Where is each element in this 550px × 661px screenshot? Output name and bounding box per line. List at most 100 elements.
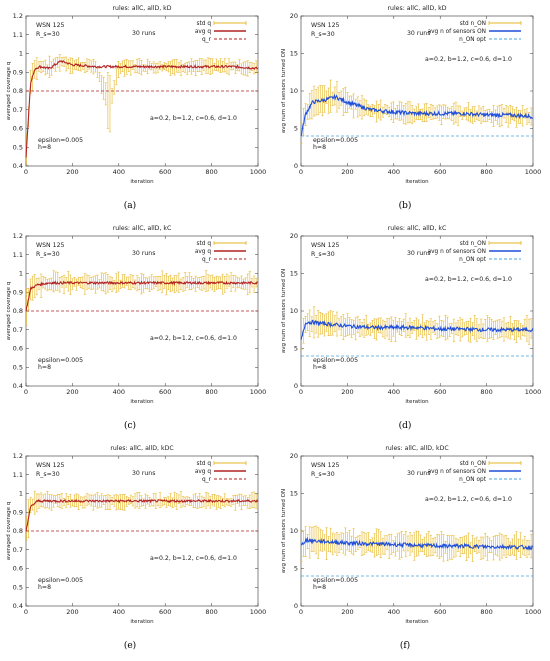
annotation-params: a=0.2, b=1.2, c=0.6, d=1.0: [425, 56, 512, 63]
panel-caption: (a): [124, 200, 136, 211]
legend-label: std n_ON: [460, 21, 486, 27]
legend: std q avg q q_r: [195, 241, 247, 263]
series-std-errorbars: [300, 79, 533, 144]
y-tick-label: 1: [19, 270, 23, 278]
legend-label: std q: [197, 461, 212, 467]
annotation-wsn: WSN 125: [311, 462, 340, 469]
y-tick-label: 0.9: [13, 288, 23, 296]
y-axis-label: avg num of sensors turned ON: [281, 489, 287, 573]
annotation-params: a=0.2, b=1.2, c=0.6, d=1.0: [150, 335, 237, 342]
y-tick-label: 0.8: [13, 527, 23, 535]
plot-frame: [300, 235, 534, 387]
x-tick-label: 400: [113, 608, 125, 616]
x-tick-label: 800: [205, 388, 217, 396]
x-tick-label: 200: [341, 608, 353, 616]
y-axis-label: avg num of sensors turned ON: [281, 269, 287, 353]
y-tick-label: 1.2: [13, 12, 23, 20]
annotation-h: h=8: [38, 144, 51, 151]
annotation-rs: R_s=30: [311, 471, 335, 478]
x-tick-label: 0: [299, 168, 303, 176]
series-std-errorbars: [300, 525, 533, 562]
y-tick-label: 0.9: [13, 508, 23, 516]
series-avg-line: [25, 498, 259, 532]
x-axis-label: iteration: [130, 179, 154, 185]
annotation-wsn: WSN 125: [311, 22, 340, 29]
annotation-params: a=0.2, b=1.2, c=0.6, d=1.0: [425, 276, 512, 283]
annotation-epsilon: epsilon=0.005: [313, 137, 358, 144]
annotation-runs: 30 runs: [407, 250, 430, 257]
x-tick-label: 200: [66, 388, 78, 396]
annotation-runs: 30 runs: [132, 30, 155, 37]
y-tick-label: 0.6: [13, 125, 23, 133]
legend-label: std n_ON: [460, 461, 486, 467]
y-tick-label: 20: [290, 452, 298, 460]
y-tick-label: 10: [290, 307, 298, 315]
annotation-wsn: WSN 125: [311, 242, 340, 249]
annotation-epsilon: epsilon=0.005: [38, 577, 83, 584]
legend: std q avg q q_r: [195, 21, 247, 43]
chart-title: rules: allC, allD, kD: [387, 5, 446, 12]
series-avg-line: [300, 536, 533, 551]
legend-label: std n_ON: [460, 241, 486, 247]
x-tick-label: 1000: [525, 168, 542, 176]
annotation-wsn: WSN 125: [36, 242, 65, 249]
x-tick-label: 400: [388, 168, 400, 176]
y-tick-label: 20: [290, 12, 298, 20]
x-tick-label: 0: [24, 608, 28, 616]
y-tick-label: 1: [19, 490, 23, 498]
annotation-runs: 30 runs: [132, 250, 155, 257]
annotation-epsilon: epsilon=0.005: [313, 577, 358, 584]
x-tick-label: 400: [388, 608, 400, 616]
x-tick-label: 200: [66, 608, 78, 616]
y-tick-label: 15: [290, 50, 298, 58]
x-tick-label: 600: [159, 168, 171, 176]
y-axis-label: averaged coverage q: [6, 502, 12, 561]
x-tick-label: 400: [113, 388, 125, 396]
y-tick-label: 0.5: [13, 363, 23, 371]
annotation-runs: 30 runs: [407, 470, 430, 477]
x-tick-label: 1000: [525, 608, 542, 616]
x-tick-label: 1000: [250, 388, 267, 396]
x-axis-label: iteration: [405, 619, 429, 625]
x-tick-label: 600: [434, 168, 446, 176]
annotation-wsn: WSN 125: [36, 22, 65, 29]
annotation-h: h=8: [38, 364, 51, 371]
annotation-rs: R_s=30: [311, 31, 335, 38]
panel-caption: (f): [400, 640, 410, 651]
x-axis-label: iteration: [405, 179, 429, 185]
legend-label: avg n of sensors ON: [428, 249, 486, 255]
chart-panel-c: rules: allC, allD, kC 0.4 0.5 0.6 0.7 0.8 0.9 1…: [6, 225, 266, 431]
series-avg-line: [300, 319, 534, 340]
chart-title: rules: allC, allD, kC: [388, 225, 447, 232]
annotation-h: h=8: [313, 364, 326, 371]
y-tick-label: 1: [19, 50, 23, 58]
panel-caption: (d): [399, 420, 412, 431]
y-tick-label: 1.2: [13, 452, 23, 460]
x-axis-label: iteration: [130, 619, 154, 625]
y-tick-label: 0.9: [13, 68, 23, 76]
series-avg-line: [300, 93, 533, 137]
legend-label: q_r: [202, 257, 212, 263]
y-tick-label: 0.6: [13, 565, 23, 573]
chart-title: rules: allC, allD, kDC: [110, 445, 173, 452]
x-tick-label: 1000: [250, 608, 267, 616]
y-tick-label: 0.6: [13, 345, 23, 353]
legend-label: avg n of sensors ON: [428, 469, 486, 475]
annotation-params: a=0.2, b=1.2, c=0.6, d=1.0: [425, 496, 512, 503]
annotation-rs: R_s=30: [36, 471, 60, 478]
x-tick-label: 1000: [250, 168, 267, 176]
y-tick-label: 5: [294, 125, 298, 133]
chart-panel-e: rules: allC, allD, kDC 0.4 0.5 0.6 0.7 0.8 0.9…: [6, 445, 266, 651]
legend-label: n_ON opt: [459, 257, 487, 263]
x-tick-label: 1000: [525, 388, 542, 396]
x-tick-label: 200: [66, 168, 78, 176]
annotation-runs: 30 runs: [132, 470, 155, 477]
y-tick-label: 0.8: [13, 87, 23, 95]
annotation-h: h=8: [38, 584, 51, 591]
y-tick-label: 0.4: [13, 602, 23, 610]
legend-label: avg q: [195, 29, 212, 35]
